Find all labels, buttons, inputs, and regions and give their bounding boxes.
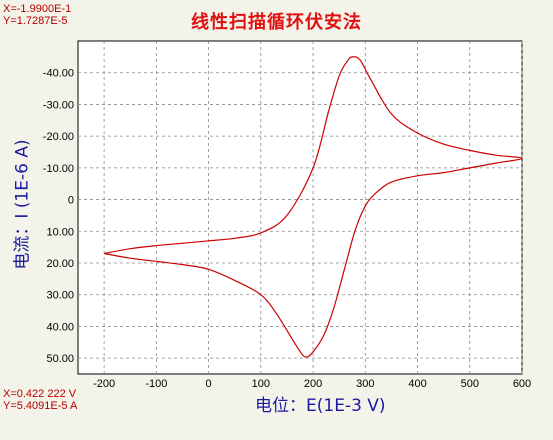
- cursor-voltage-readout: X=0.422 222 V: [3, 388, 77, 400]
- y-tick-label: -30.00: [43, 99, 74, 111]
- x-tick-label: 500: [461, 378, 479, 390]
- y-tick-label: 10.00: [46, 226, 74, 238]
- x-tick-labels: -200 -100 0 100 200 300 400 500 600: [93, 378, 531, 390]
- y-tick-label: 40.00: [46, 321, 74, 333]
- x-tick-label: 0: [206, 378, 212, 390]
- plot-area: [77, 40, 523, 375]
- cursor-x-readout: X=-1.9900E-1: [3, 3, 72, 15]
- y-axis-label: 电流：I (1E-6 A): [12, 139, 33, 270]
- y-tick-label: -10.00: [43, 163, 74, 175]
- x-tick-label: 200: [304, 378, 322, 390]
- cursor-readout-top: X=-1.9900E-1 Y=1.7287E-5: [3, 3, 71, 27]
- x-tick-label: 600: [513, 378, 531, 390]
- y-tick-label: 0: [68, 195, 74, 207]
- x-tick-label: -200: [93, 378, 115, 390]
- x-tick-label: 100: [252, 378, 270, 390]
- y-tick-label: -20.00: [43, 131, 74, 143]
- x-tick-label: 400: [408, 378, 426, 390]
- x-tick-label: -100: [145, 378, 167, 390]
- y-tick-label: 30.00: [46, 290, 74, 302]
- chart-title: 线性扫描循环伏安法: [191, 12, 362, 33]
- x-tick-label: 300: [356, 378, 374, 390]
- x-axis-label: 电位：E(1E-3 V): [255, 396, 386, 416]
- cursor-y-readout: Y=1.7287E-5: [3, 15, 68, 27]
- y-tick-labels: -40.00 -30.00 -20.00 -10.00 0 10.00 20.00 30.00…: [43, 68, 74, 365]
- y-tick-label: -40.00: [43, 68, 74, 80]
- cursor-current-readout: Y=5.4091E-5 A: [3, 400, 78, 412]
- grid-lines: [78, 41, 523, 374]
- cv-curve-line: [103, 56, 523, 358]
- y-tick-label: 50.00: [46, 353, 74, 365]
- cursor-readout-bottom: X=0.422 222 V Y=5.4091E-5 A: [3, 388, 77, 412]
- y-tick-label: 20.00: [46, 258, 74, 270]
